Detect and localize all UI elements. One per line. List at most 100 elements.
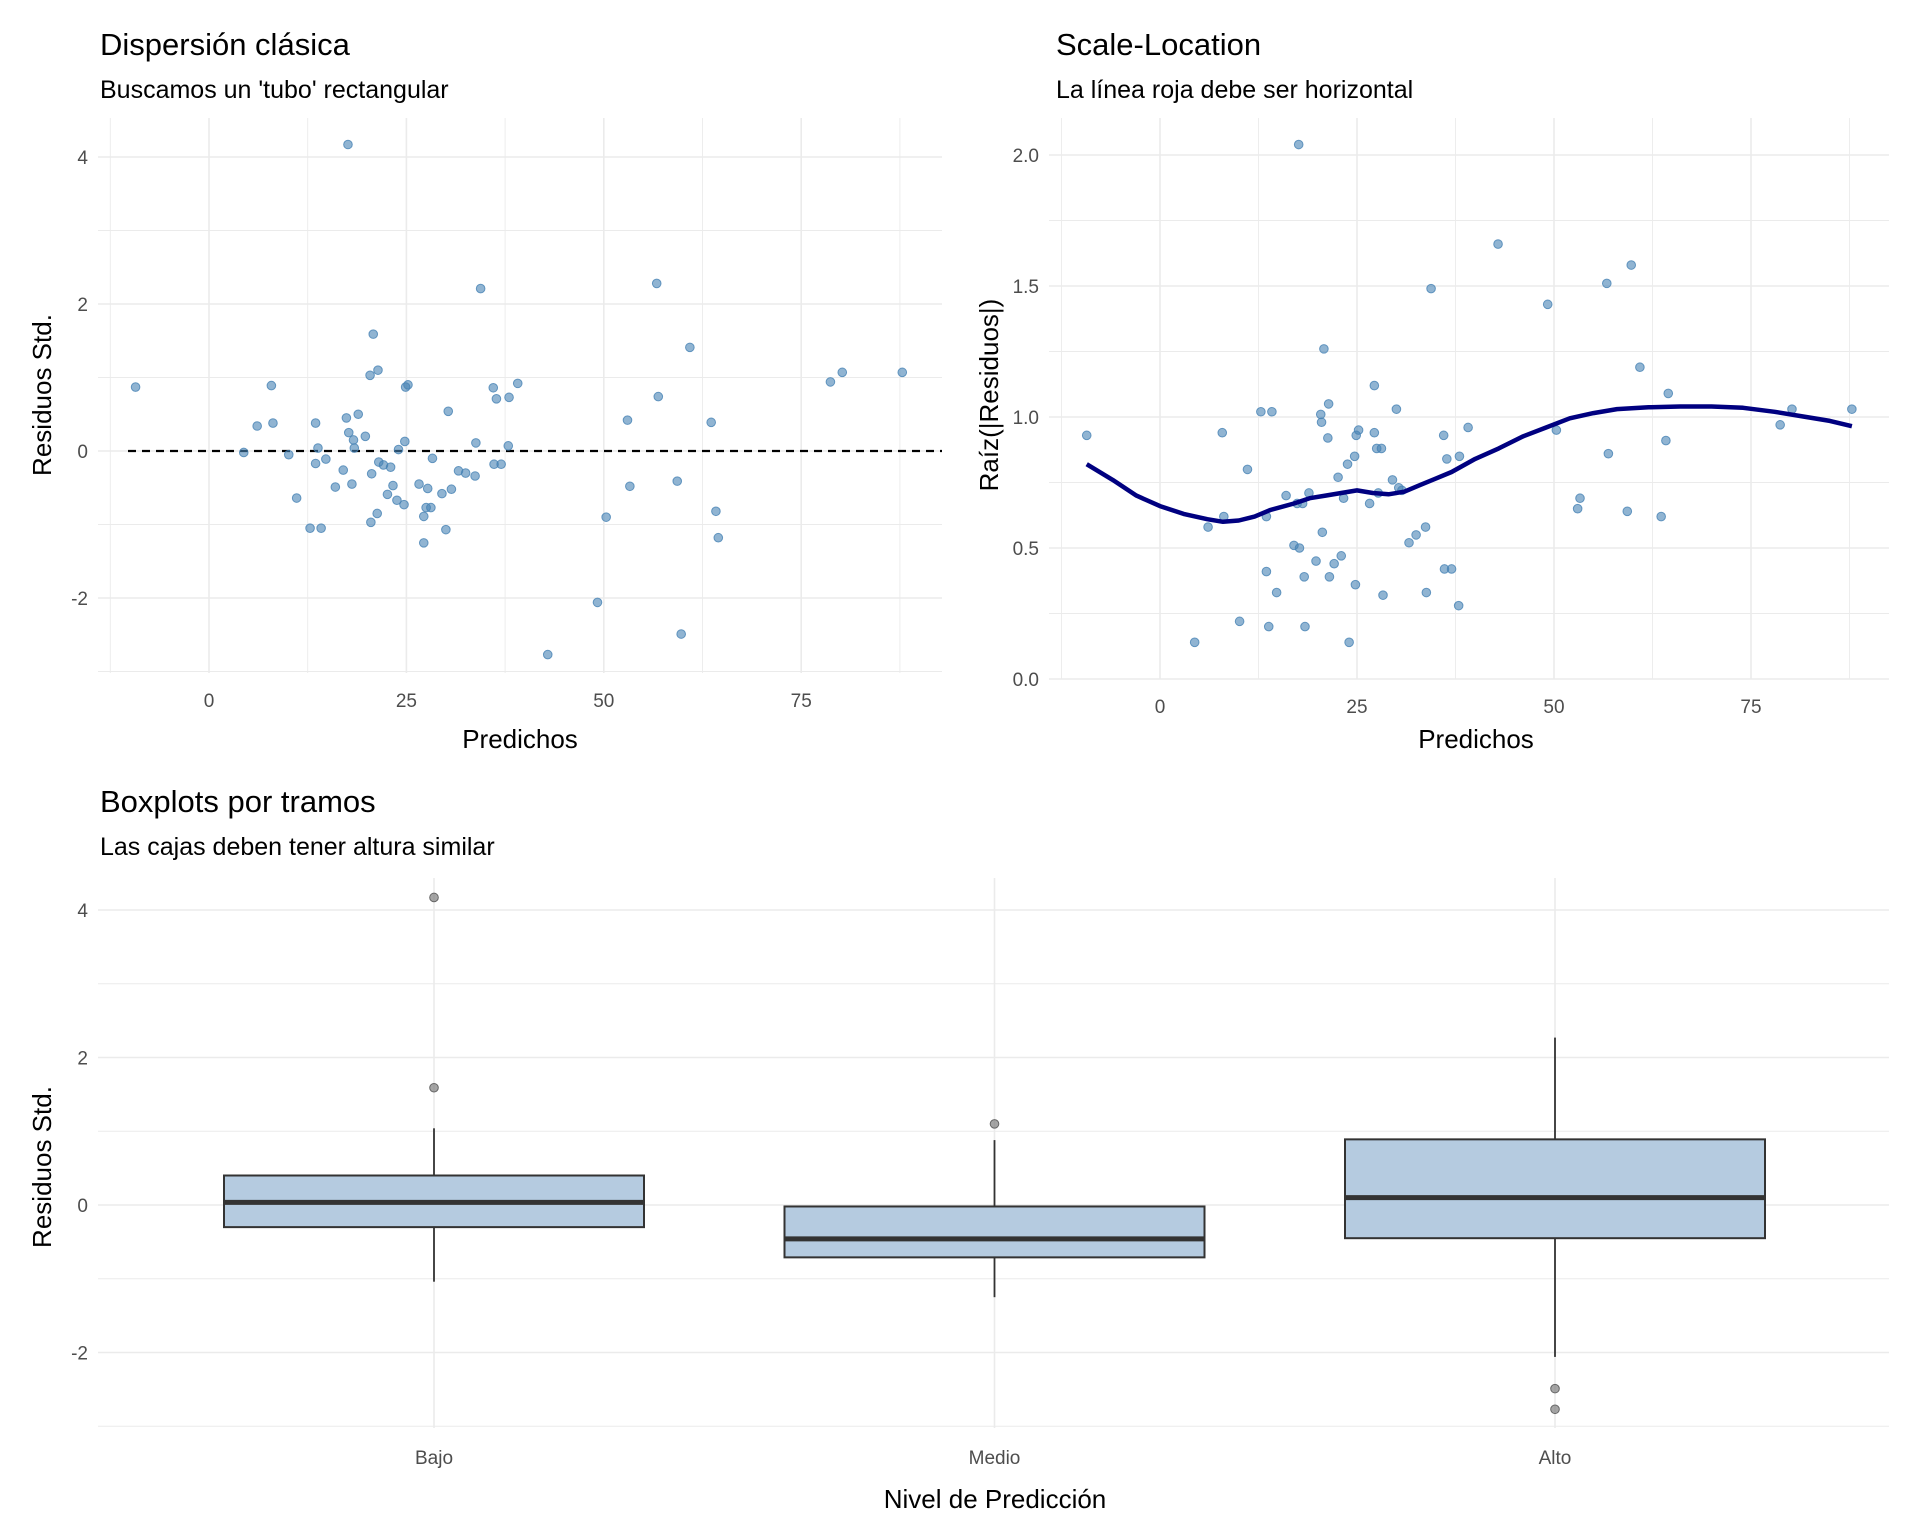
data-point [837, 367, 848, 378]
data-point [1323, 399, 1334, 409]
outlier-point [989, 1119, 1000, 1129]
scale-location-title: Scale-Location [1056, 27, 1261, 62]
data-point [373, 365, 383, 375]
scale-location-y-axis-title: Raíz(|Residuos|) [974, 299, 1004, 492]
data-point [343, 427, 354, 438]
data-point [1387, 475, 1398, 485]
boxplot-title: Boxplots por tramos [100, 784, 376, 819]
data-point [418, 538, 429, 548]
data-point [1661, 435, 1671, 446]
boxplot-subtitle: Las cajas deben tener altura similar [100, 833, 495, 861]
data-point [400, 436, 410, 447]
x-tick-label: 25 [1346, 697, 1367, 718]
data-point [1775, 420, 1785, 430]
data-point [512, 378, 523, 389]
data-point [825, 377, 836, 387]
scatter-x-axis-title: Predichos [462, 724, 578, 754]
data-point [1316, 417, 1327, 428]
y-tick-label: 2.0 [1013, 146, 1039, 167]
data-point [291, 493, 302, 503]
data-point [1317, 527, 1328, 538]
data-point [399, 499, 409, 510]
data-point [310, 458, 321, 469]
data-point [1299, 572, 1310, 582]
data-point [365, 370, 375, 381]
y-tick-label: 4 [77, 148, 88, 169]
y-tick-label: 0.0 [1013, 670, 1039, 691]
boxplot-boxes [223, 892, 1766, 1415]
y-tick-label: 0.5 [1013, 539, 1039, 560]
data-point [1603, 448, 1614, 459]
scatter-y-axis-title: Residuos Std. [27, 314, 57, 476]
x-tick-label: 0 [1155, 697, 1166, 718]
data-point [385, 462, 396, 472]
data-point [1319, 344, 1329, 354]
data-point [1663, 388, 1674, 399]
data-point [347, 479, 357, 489]
boxplot-x-axis-title: Nivel de Predicción [884, 1484, 1107, 1514]
data-point [1281, 490, 1291, 501]
data-point [685, 342, 695, 353]
data-point [360, 431, 371, 442]
boxplot-alto [1344, 1037, 1766, 1415]
boxplot-bajo [223, 892, 645, 1282]
data-point [1376, 443, 1387, 454]
data-point [1336, 551, 1347, 561]
data-point [1344, 637, 1354, 648]
data-point [348, 435, 359, 445]
outlier-point [429, 1082, 439, 1093]
data-point [1311, 556, 1321, 566]
data-point [1438, 430, 1449, 441]
data-point [1293, 139, 1304, 150]
data-point [1349, 451, 1360, 462]
data-point [252, 421, 262, 431]
scale-location-panel: Scale-Location La línea roja debe ser ho… [974, 27, 1889, 754]
data-point [1426, 283, 1436, 294]
data-point [471, 438, 481, 448]
data-point [1463, 422, 1473, 433]
data-point [1421, 587, 1432, 598]
data-point [368, 329, 379, 339]
data-point [266, 380, 277, 391]
scatter-x-ticks: 0 25 50 75 [204, 691, 812, 712]
data-point [321, 454, 331, 464]
data-point [1369, 380, 1380, 391]
y-tick-label: 0 [77, 1196, 88, 1217]
data-point [1300, 621, 1310, 632]
loess-smooth-line [1085, 404, 1853, 525]
data-point [305, 523, 315, 533]
data-point [1391, 404, 1402, 414]
x-tick-label: Medio [969, 1448, 1021, 1469]
data-point [1353, 425, 1364, 435]
data-point [283, 449, 294, 460]
data-point [592, 597, 603, 608]
data-point [1572, 503, 1583, 514]
data-point [475, 283, 486, 294]
data-point [403, 380, 413, 390]
y-tick-label: 4 [77, 901, 88, 922]
iqr-box [1344, 1138, 1766, 1240]
scale-location-x-ticks: 0 25 50 75 [1155, 697, 1762, 718]
data-point [366, 517, 376, 528]
data-point [622, 415, 633, 425]
data-point [713, 532, 724, 543]
data-point [414, 479, 424, 489]
data-point [1323, 433, 1333, 443]
y-tick-label: 1.0 [1013, 408, 1039, 429]
data-point [441, 524, 451, 535]
data-point [1446, 564, 1457, 574]
x-tick-label: Bajo [415, 1448, 453, 1469]
data-point [437, 488, 447, 499]
data-point [1847, 404, 1857, 414]
data-point [1271, 587, 1282, 598]
data-point [446, 484, 457, 495]
data-point [1542, 299, 1553, 310]
data-point [1342, 459, 1353, 469]
data-point [491, 394, 502, 404]
data-point [393, 444, 404, 455]
data-point [382, 489, 393, 500]
data-point [470, 471, 480, 481]
x-tick-label: 50 [1543, 697, 1564, 718]
scale-location-grid [1049, 118, 1889, 680]
data-point [388, 480, 398, 491]
